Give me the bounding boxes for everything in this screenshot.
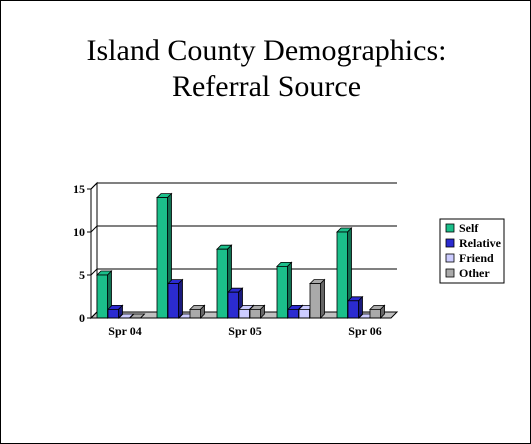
legend-swatch-friend	[445, 253, 455, 263]
bar-side	[178, 278, 183, 319]
plot-area: 0 5 10 15 Spr 04 Spr 05 Spr 06	[73, 181, 399, 338]
bar-self-1	[156, 197, 168, 319]
legend-label-relative: Relative	[459, 236, 502, 250]
bar-friend-2	[238, 308, 250, 319]
bar-friend-3	[298, 308, 310, 319]
gridline-diag	[90, 182, 98, 190]
legend-label-friend: Friend	[459, 251, 494, 265]
bar-relative-1	[167, 283, 179, 319]
x-tick-label: Spr 04	[108, 324, 141, 338]
legend-swatch-self	[445, 223, 455, 233]
gridline-diag	[90, 311, 98, 319]
slide-title: Island County Demographics: Referral Sou…	[1, 33, 531, 105]
bar-self-0	[96, 274, 108, 319]
bar-self-4	[336, 231, 348, 319]
y-tick-label: 10	[73, 225, 85, 239]
bar-self-3	[276, 265, 288, 319]
y-tick-label: 15	[73, 182, 85, 196]
side-wall	[90, 181, 98, 320]
legend-label-self: Self	[459, 221, 479, 235]
bar-other-1	[189, 308, 201, 319]
x-tick-label: Spr 06	[348, 324, 381, 338]
y-tick-label: 0	[79, 311, 85, 325]
gridline-diag	[90, 268, 98, 276]
title-line-1: Island County Demographics:	[86, 34, 447, 67]
legend-swatch-other	[445, 268, 455, 278]
legend-swatch-relative	[445, 238, 455, 248]
bar-self-2	[216, 248, 228, 319]
bar-other-4	[369, 308, 381, 319]
bar-other-3	[309, 283, 321, 319]
bar-side	[140, 313, 145, 319]
bar-other-2	[249, 308, 261, 319]
legend-label-other: Other	[459, 266, 490, 280]
gridline-diag	[90, 225, 98, 233]
title-line-2: Referral Source	[171, 70, 362, 103]
x-tick-label: Spr 05	[228, 324, 261, 338]
bar-relative-3	[287, 308, 299, 319]
bar-side	[320, 278, 325, 319]
y-tick-label: 5	[79, 268, 85, 282]
bar-relative-4	[347, 300, 359, 319]
bar-relative-0	[107, 308, 119, 319]
bar-relative-2	[227, 291, 239, 319]
